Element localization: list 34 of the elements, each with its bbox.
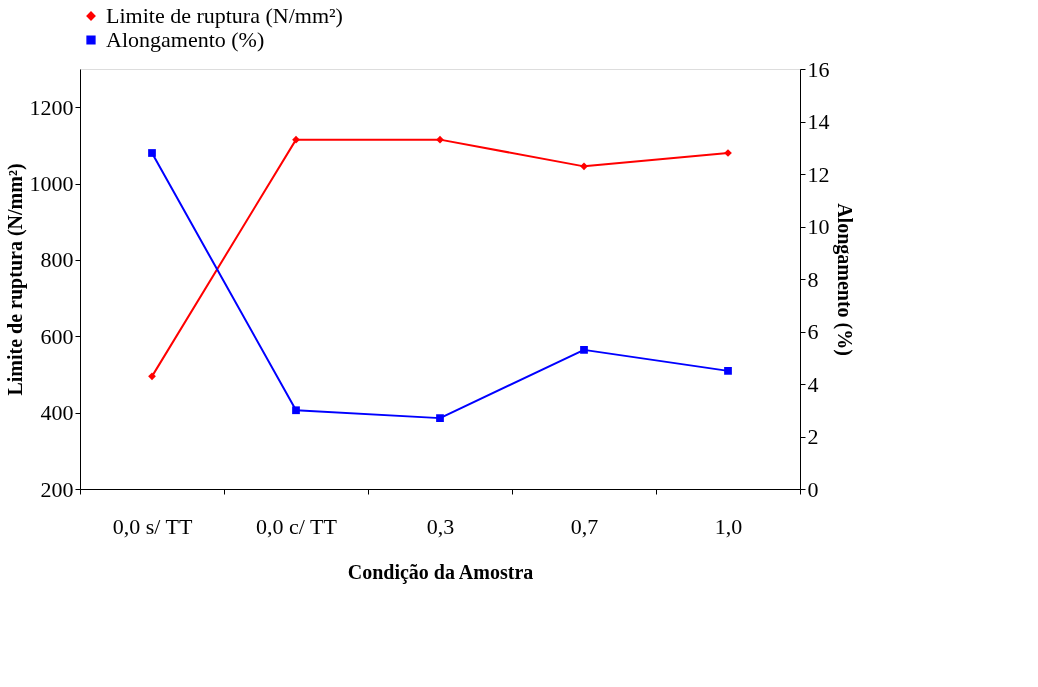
- y2-tick-label: 0: [807, 476, 819, 502]
- y2-tick-label: 4: [807, 371, 819, 397]
- x-tick-label: 0,0 s/ TT: [112, 513, 193, 539]
- legend-label: Alongamento (%): [106, 27, 265, 52]
- y2-tick-label: 12: [807, 161, 830, 187]
- point: [436, 414, 444, 422]
- y2-tick-label: 14: [807, 109, 830, 134]
- point: [148, 372, 156, 381]
- y2-tick-label: 10: [807, 214, 830, 239]
- y-tick-label: 600: [40, 323, 74, 349]
- point: [148, 149, 156, 157]
- legend-label: Limite de ruptura (N/mm²): [106, 3, 343, 28]
- y2-tick-label: 8: [807, 266, 819, 292]
- x-tick-label: 0,0 c/ TT: [256, 513, 338, 539]
- x-tick-label: 1,0: [714, 513, 743, 539]
- point: [292, 406, 300, 415]
- y2-axis-title: Alongamento (%): [832, 203, 856, 356]
- point: [580, 162, 588, 171]
- y-axis-title: Limite de ruptura (N/mm²): [3, 163, 27, 396]
- x-tick-label: 0,3: [426, 513, 455, 539]
- y-tick-label: 1200: [29, 94, 74, 120]
- y2-tick-label: 16: [807, 56, 830, 82]
- y-tick-label: 1000: [29, 171, 74, 197]
- y2-tick-label: 6: [807, 319, 819, 344]
- point: [580, 346, 588, 354]
- y-tick-label: 800: [40, 247, 74, 273]
- point: [436, 135, 444, 144]
- y-tick-label: 200: [40, 476, 74, 502]
- x-axis-title: Condição da Amostra: [347, 560, 534, 584]
- y-tick-label: 400: [40, 400, 74, 426]
- x-tick-label: 0,7: [570, 513, 599, 539]
- y2-tick-label: 2: [807, 424, 819, 449]
- point: [724, 367, 732, 375]
- point: [292, 135, 300, 144]
